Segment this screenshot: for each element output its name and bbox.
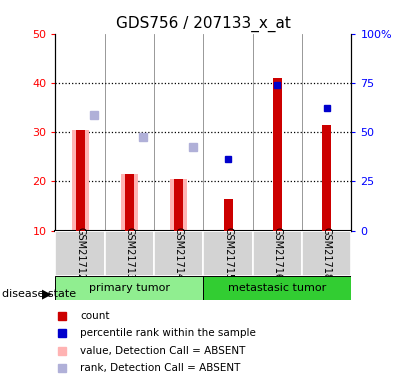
Bar: [55, 231, 105, 276]
Bar: [302, 231, 351, 276]
Bar: [154, 231, 203, 276]
Bar: [224, 199, 233, 231]
Text: GSM21712: GSM21712: [75, 226, 85, 280]
Text: percentile rank within the sample: percentile rank within the sample: [80, 328, 256, 338]
Text: GSM21716: GSM21716: [272, 226, 282, 280]
Bar: [170, 179, 187, 231]
Text: count: count: [80, 311, 109, 321]
Bar: [55, 276, 203, 300]
Text: value, Detection Call = ABSENT: value, Detection Call = ABSENT: [80, 346, 245, 356]
Text: primary tumor: primary tumor: [89, 283, 170, 293]
Text: GSM21715: GSM21715: [223, 226, 233, 280]
Bar: [76, 130, 85, 231]
Text: ▶: ▶: [42, 288, 51, 301]
Bar: [121, 174, 138, 231]
Bar: [203, 276, 351, 300]
Bar: [203, 231, 253, 276]
Bar: [174, 179, 183, 231]
Bar: [125, 174, 134, 231]
Bar: [273, 78, 282, 231]
Bar: [72, 130, 89, 231]
Bar: [105, 231, 154, 276]
Text: GSM21714: GSM21714: [174, 226, 184, 280]
Text: GSM21713: GSM21713: [125, 226, 134, 280]
Text: GSM21718: GSM21718: [322, 226, 332, 280]
Bar: [322, 125, 331, 231]
Text: rank, Detection Call = ABSENT: rank, Detection Call = ABSENT: [80, 363, 240, 373]
Text: disease state: disease state: [2, 290, 76, 299]
Bar: [253, 231, 302, 276]
Title: GDS756 / 207133_x_at: GDS756 / 207133_x_at: [116, 16, 291, 32]
Text: metastasic tumor: metastasic tumor: [228, 283, 327, 293]
